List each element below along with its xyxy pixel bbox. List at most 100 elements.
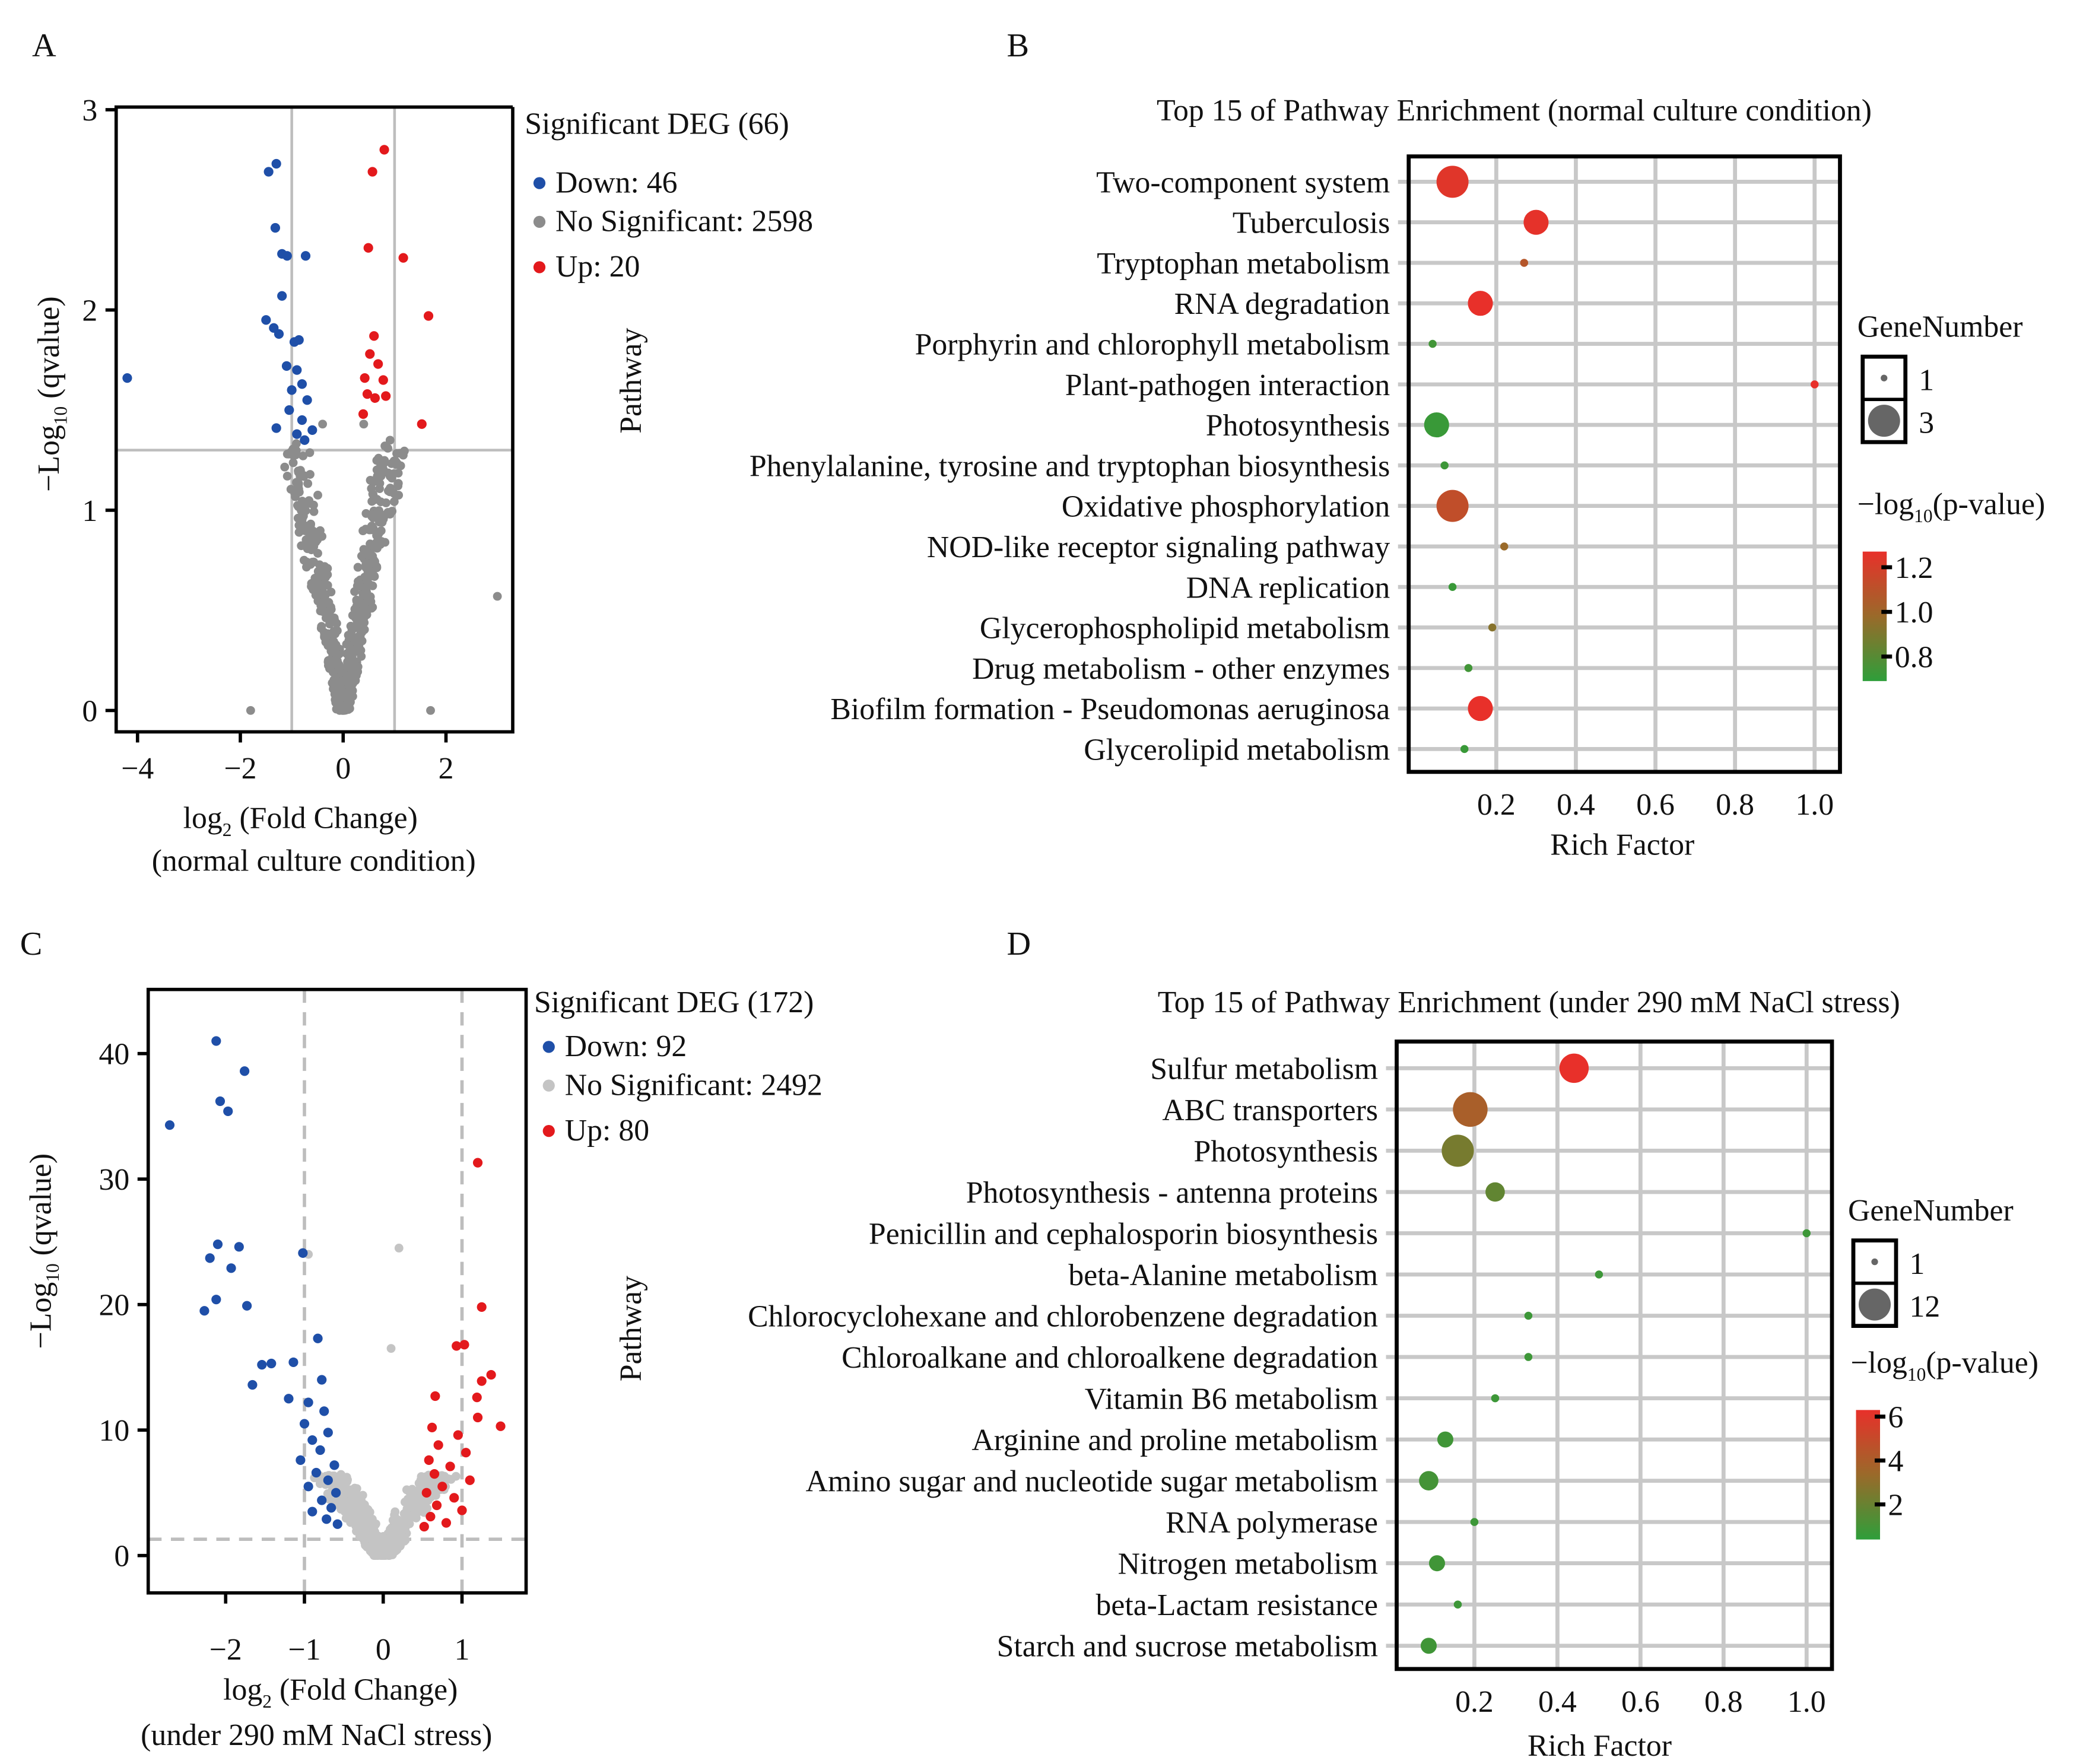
pathway-bubble <box>1468 696 1493 722</box>
y-tick-label: 1 <box>82 494 97 528</box>
legend-dot-down <box>542 1041 555 1053</box>
ns-point <box>378 1548 388 1558</box>
down-point <box>317 1375 327 1385</box>
ns-point <box>353 562 363 572</box>
ns-point <box>297 506 306 515</box>
ns-point <box>288 444 298 454</box>
down-point <box>261 315 271 325</box>
down-point <box>282 251 292 261</box>
up-point <box>472 1393 482 1403</box>
down-point <box>302 395 312 405</box>
ns-point <box>320 633 329 642</box>
ns-point <box>389 488 399 498</box>
y-tick-label: 0 <box>82 694 97 728</box>
pathway-label: beta-Lactam resistance <box>1096 1588 1378 1622</box>
legend-label-down: Down: 92 <box>565 1029 687 1063</box>
up-point <box>472 1412 483 1423</box>
up-point <box>419 1521 429 1532</box>
up-point <box>365 349 375 359</box>
pathway-bubble <box>1524 1353 1533 1361</box>
ns-point <box>315 580 324 589</box>
ns-point <box>377 513 386 522</box>
up-point <box>417 419 427 429</box>
chart-title: Top 15 of Pathway Enrichment (normal cul… <box>1157 94 1872 128</box>
color-legend-title-main: −log <box>1857 488 1914 522</box>
down-point <box>299 1419 310 1429</box>
x-tick-label: 0.4 <box>1538 1685 1577 1719</box>
plot-frame <box>114 105 515 734</box>
color-legend-title-rest: (p-value) <box>1933 488 2046 522</box>
pathway-bubble <box>1811 380 1819 389</box>
pathway-label: ABC transporters <box>1162 1094 1378 1127</box>
ns-point <box>369 1544 378 1554</box>
up-point <box>441 1518 452 1528</box>
pathway-label: Porphyrin and chlorophyll metabolism <box>915 328 1390 362</box>
down-point <box>215 1096 226 1107</box>
ns-point <box>365 559 374 568</box>
ns-point <box>358 1490 367 1500</box>
ns-point <box>385 436 395 445</box>
pathway-bubble <box>1559 1053 1589 1083</box>
ns-point <box>356 635 366 645</box>
x-axis-subtitle: (normal culture condition) <box>152 844 476 878</box>
up-point <box>424 1455 434 1465</box>
up-point <box>363 243 373 253</box>
down-point <box>234 1242 244 1252</box>
y-tick-label: 10 <box>99 1414 130 1448</box>
down-point <box>284 405 294 415</box>
ns-point <box>345 1503 354 1512</box>
pathway-bubble <box>1802 1229 1811 1238</box>
down-point <box>212 1239 223 1250</box>
pathway-label: Plant-pathogen interaction <box>1065 368 1390 402</box>
pathway-label: Tryptophan metabolism <box>1097 247 1390 281</box>
ns-point <box>301 535 311 545</box>
size-legend-label: 1 <box>1910 1247 1925 1281</box>
down-point <box>242 1301 252 1311</box>
down-point <box>307 425 317 435</box>
chart-title: Top 15 of Pathway Enrichment (under 290 … <box>1158 986 1900 1019</box>
ns-point <box>399 1521 408 1530</box>
x-tick-label: 1.0 <box>1787 1685 1826 1719</box>
up-point <box>378 375 388 385</box>
y-axis-title-rest: (qvalue) <box>24 1153 58 1263</box>
ns-point <box>346 659 355 669</box>
up-point <box>369 331 379 341</box>
ns-point <box>389 469 398 479</box>
ns-point <box>341 675 351 685</box>
y-axis-title-main: −Log <box>24 1282 58 1349</box>
ns-point <box>358 1534 368 1543</box>
pathway-label: Starch and sucrose metabolism <box>997 1630 1378 1664</box>
x-tick-label: 0 <box>335 752 351 786</box>
down-point <box>271 423 281 433</box>
pathway-label: RNA polymerase <box>1166 1506 1378 1540</box>
ns-point <box>426 705 435 715</box>
pathway-label: Nitrogen metabolism <box>1118 1547 1378 1581</box>
up-point <box>373 359 383 369</box>
plot-frame <box>1395 1040 1834 1671</box>
down-point <box>223 1106 233 1117</box>
pathway-bubble <box>1488 623 1497 632</box>
pathway-bubble <box>1419 1471 1439 1490</box>
pathway-bubble <box>1437 1431 1454 1448</box>
down-point <box>266 1358 277 1369</box>
up-point <box>433 1440 443 1450</box>
ns-point <box>355 1514 364 1524</box>
down-point <box>205 1253 215 1263</box>
up-point <box>477 1302 487 1312</box>
down-point <box>300 251 311 261</box>
pathway-label: Tuberculosis <box>1233 206 1390 240</box>
x-tick-label: −2 <box>209 1633 242 1667</box>
pathway-label: Sulfur metabolism <box>1150 1052 1378 1086</box>
x-tick-label: 1.0 <box>1795 788 1834 822</box>
down-point <box>322 1514 332 1524</box>
x-tick-label: −2 <box>224 752 256 786</box>
ns-point <box>353 646 363 655</box>
down-point <box>284 1394 294 1404</box>
down-point <box>292 365 302 375</box>
size-legend-label: 3 <box>1919 406 1934 440</box>
down-point <box>331 1488 341 1498</box>
ns-point <box>294 466 303 476</box>
ns-point <box>360 618 369 627</box>
pathway-bubble <box>1468 291 1493 316</box>
legend-dot-ns <box>533 215 546 228</box>
